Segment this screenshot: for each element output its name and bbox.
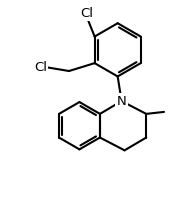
Text: N: N [117,95,127,107]
Text: Cl: Cl [34,61,47,74]
Text: Cl: Cl [80,7,93,20]
